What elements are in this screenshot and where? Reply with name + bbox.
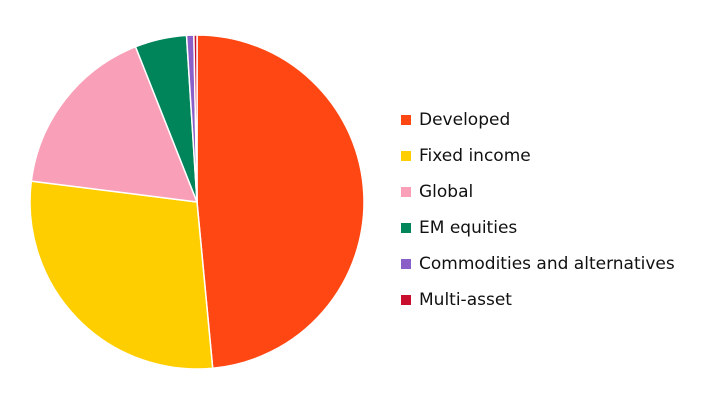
legend-label: Global — [419, 182, 473, 202]
pie-slice — [29, 180, 214, 370]
legend-label: EM equities — [419, 218, 517, 238]
legend-swatch — [401, 223, 411, 233]
legend-swatch — [401, 295, 411, 305]
pie-slice — [30, 45, 199, 203]
legend-swatch — [401, 151, 411, 161]
pie-slice — [196, 34, 365, 370]
legend-label: Developed — [419, 110, 510, 130]
legend-swatch — [401, 259, 411, 269]
legend-label: Fixed income — [419, 146, 531, 166]
legend-label: Commodities and alternatives — [419, 254, 675, 274]
pie-slice — [193, 34, 198, 203]
legend-swatch — [401, 115, 411, 125]
legend-label: Multi-asset — [419, 290, 512, 310]
legend-swatch — [401, 187, 411, 197]
